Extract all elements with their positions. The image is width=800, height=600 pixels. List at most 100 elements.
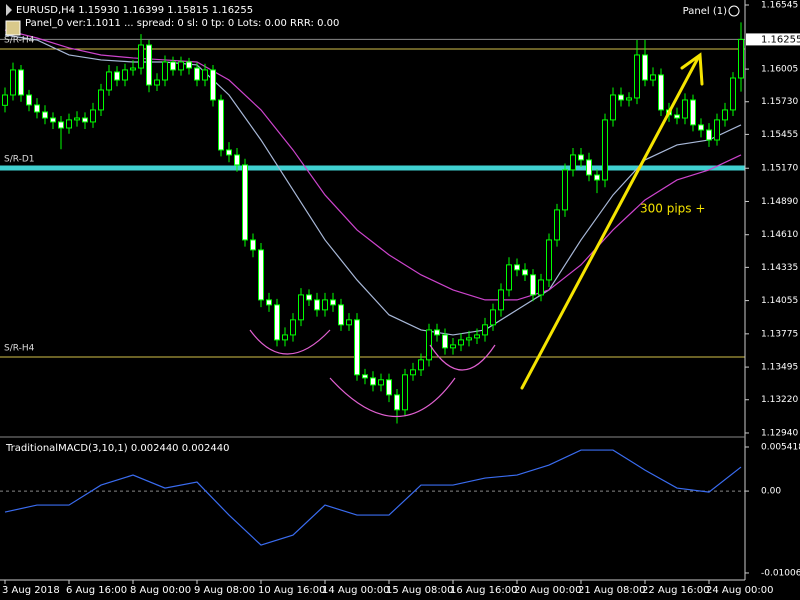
candle-body xyxy=(194,67,200,81)
candle-body xyxy=(386,379,392,396)
candle-body xyxy=(546,239,552,281)
candle-body xyxy=(450,344,456,349)
candle-body xyxy=(730,77,736,111)
candle-body xyxy=(610,94,616,121)
x-tick-label: 8 Aug 00:00 xyxy=(130,585,191,596)
panel-button[interactable] xyxy=(5,20,21,36)
candle-body xyxy=(362,374,368,379)
x-tick-label: 15 Aug 08:00 xyxy=(386,585,453,596)
arc xyxy=(249,329,331,355)
x-tick-label: 6 Aug 16:00 xyxy=(66,585,127,596)
candle-body xyxy=(482,324,488,336)
x-tick-label: 21 Aug 08:00 xyxy=(578,585,645,596)
candle-body xyxy=(490,309,496,326)
candle-body xyxy=(34,104,40,113)
candle-body xyxy=(402,374,408,411)
candle-body xyxy=(66,119,72,129)
x-tick-label: 9 Aug 08:00 xyxy=(194,585,255,596)
y-tick-label: 1.15455 xyxy=(761,130,798,140)
candle-body xyxy=(282,334,288,341)
sr-label: S/R-H4 xyxy=(4,343,35,353)
trend-arrow xyxy=(520,52,704,390)
y-tick-label: 1.13220 xyxy=(761,395,798,405)
y-tick-label: 1.14335 xyxy=(761,263,798,273)
candle-body xyxy=(698,124,704,131)
candle-body xyxy=(154,79,160,86)
candle-body xyxy=(322,299,328,311)
candle-body xyxy=(442,334,448,349)
candle-body xyxy=(554,209,560,241)
candle-body xyxy=(74,117,80,121)
candle-body xyxy=(650,74,656,81)
y-tick-label: 1.15730 xyxy=(761,97,798,107)
candle-body xyxy=(458,339,464,346)
arc xyxy=(329,377,456,418)
candle-body xyxy=(210,69,216,101)
price-tag xyxy=(746,33,800,46)
candle-body xyxy=(426,329,432,361)
candle-body xyxy=(498,289,504,311)
candle-body xyxy=(378,379,384,386)
candle-body xyxy=(26,94,32,106)
candle-body xyxy=(602,119,608,181)
x-tick-label: 24 Aug 00:00 xyxy=(706,585,773,596)
x-tick-label: 14 Aug 00:00 xyxy=(322,585,389,596)
sr-label: S/R-H4 xyxy=(4,36,35,46)
candle-body xyxy=(594,174,600,181)
candle-body xyxy=(234,154,240,166)
candle-body xyxy=(682,99,688,119)
candle-body xyxy=(346,319,352,326)
y-tick-label: 1.13775 xyxy=(761,329,798,339)
candle-body xyxy=(218,99,224,151)
candle-body xyxy=(394,394,400,411)
candle-body xyxy=(330,299,336,306)
x-tick-label: 20 Aug 00:00 xyxy=(514,585,581,596)
x-tick-label: 3 Aug 2018 xyxy=(2,585,60,596)
candle-body xyxy=(466,337,472,341)
candle-body xyxy=(186,61,192,69)
sr-label: S/R-D1 xyxy=(4,154,35,164)
x-tick-label: 10 Aug 16:00 xyxy=(258,585,325,596)
line-series xyxy=(4,449,742,546)
arrow-shaft xyxy=(520,56,700,390)
candle-body xyxy=(738,38,744,79)
candle-body xyxy=(370,377,376,386)
hand-drawn-arcs xyxy=(249,329,496,418)
candle-body xyxy=(2,94,8,106)
candle-body xyxy=(58,121,64,129)
y-tick-label: 0.005418 xyxy=(761,443,800,453)
candle-body xyxy=(314,299,320,311)
header-icon xyxy=(6,4,12,16)
candle-body xyxy=(338,304,344,326)
arc xyxy=(429,344,496,371)
annotation: 300 pips + xyxy=(640,202,705,216)
candle-body xyxy=(434,329,440,336)
candle-body xyxy=(258,249,264,301)
candle-body xyxy=(562,169,568,211)
candle-body xyxy=(50,117,56,123)
y-tick-label: 1.15170 xyxy=(761,164,798,174)
candle-body xyxy=(578,154,584,161)
candle-body xyxy=(170,61,176,71)
candle-body xyxy=(418,359,424,371)
line-series xyxy=(4,34,742,336)
y-tick-label: 1.14055 xyxy=(761,296,798,306)
candle-body xyxy=(410,369,416,376)
panel-label[interactable]: Panel (1) xyxy=(683,6,727,17)
y-tick-label: 0.00 xyxy=(761,487,781,497)
line-series xyxy=(4,29,742,301)
candle-body xyxy=(298,294,304,321)
candle-body xyxy=(98,89,104,111)
panel-icon[interactable] xyxy=(728,5,740,17)
candle-body xyxy=(138,44,144,69)
candle-body xyxy=(690,99,696,126)
candle-body xyxy=(514,264,520,271)
y-tick-label: 1.16005 xyxy=(761,65,798,75)
x-tick-label: 22 Aug 16:00 xyxy=(642,585,709,596)
candle-body xyxy=(714,119,720,141)
candle-body xyxy=(586,159,592,176)
candle-body xyxy=(90,109,96,123)
candle-body xyxy=(82,117,88,123)
